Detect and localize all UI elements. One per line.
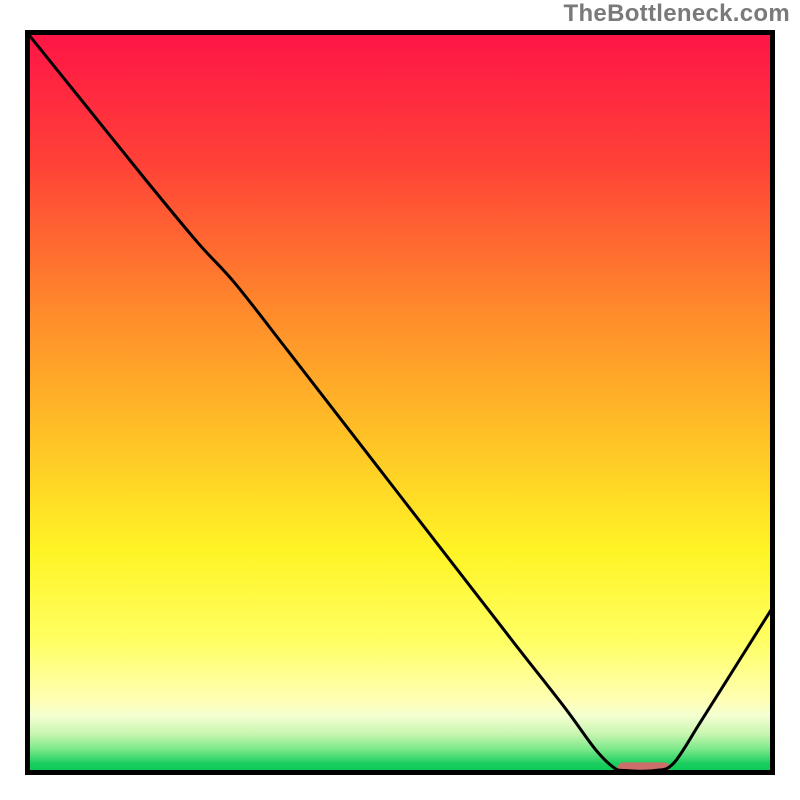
plot-svg: [25, 30, 775, 775]
chart-container: TheBottleneck.com: [0, 0, 800, 800]
plot-area: [25, 30, 775, 775]
watermark-text: TheBottleneck.com: [564, 0, 790, 28]
gradient-background: [25, 30, 775, 775]
